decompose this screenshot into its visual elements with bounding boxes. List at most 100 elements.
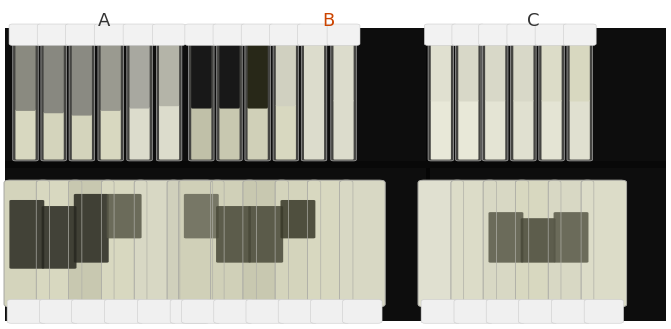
FancyBboxPatch shape	[327, 24, 360, 45]
Text: B: B	[323, 12, 335, 30]
FancyBboxPatch shape	[42, 206, 76, 269]
FancyBboxPatch shape	[105, 299, 144, 323]
FancyBboxPatch shape	[541, 100, 562, 160]
FancyBboxPatch shape	[333, 100, 354, 160]
FancyBboxPatch shape	[69, 41, 95, 161]
FancyBboxPatch shape	[72, 114, 92, 160]
FancyBboxPatch shape	[178, 180, 224, 307]
FancyBboxPatch shape	[41, 41, 66, 161]
FancyBboxPatch shape	[248, 42, 268, 109]
FancyBboxPatch shape	[539, 41, 564, 161]
FancyBboxPatch shape	[333, 42, 354, 101]
FancyBboxPatch shape	[9, 24, 42, 45]
FancyBboxPatch shape	[44, 42, 64, 113]
FancyBboxPatch shape	[581, 180, 627, 307]
FancyBboxPatch shape	[513, 42, 533, 101]
FancyBboxPatch shape	[331, 41, 356, 161]
FancyBboxPatch shape	[101, 42, 121, 111]
FancyBboxPatch shape	[248, 206, 283, 263]
FancyBboxPatch shape	[213, 24, 246, 45]
FancyBboxPatch shape	[276, 105, 296, 160]
FancyBboxPatch shape	[101, 110, 121, 160]
FancyBboxPatch shape	[182, 299, 221, 323]
FancyBboxPatch shape	[280, 200, 315, 239]
FancyBboxPatch shape	[159, 105, 179, 160]
FancyBboxPatch shape	[513, 100, 533, 160]
FancyBboxPatch shape	[243, 180, 289, 307]
FancyBboxPatch shape	[451, 180, 497, 307]
FancyBboxPatch shape	[4, 180, 50, 307]
FancyBboxPatch shape	[454, 299, 493, 323]
FancyBboxPatch shape	[548, 180, 594, 307]
FancyBboxPatch shape	[452, 24, 484, 45]
FancyBboxPatch shape	[541, 42, 562, 101]
FancyBboxPatch shape	[37, 24, 70, 45]
FancyBboxPatch shape	[521, 218, 556, 263]
FancyBboxPatch shape	[343, 299, 382, 323]
FancyBboxPatch shape	[248, 107, 268, 160]
FancyBboxPatch shape	[245, 41, 270, 161]
Bar	[5, 28, 666, 321]
FancyBboxPatch shape	[72, 299, 111, 323]
FancyBboxPatch shape	[507, 24, 540, 45]
FancyBboxPatch shape	[216, 206, 251, 263]
FancyBboxPatch shape	[219, 107, 240, 160]
FancyBboxPatch shape	[66, 24, 98, 45]
FancyBboxPatch shape	[307, 180, 353, 307]
FancyBboxPatch shape	[159, 42, 179, 106]
FancyBboxPatch shape	[246, 299, 285, 323]
FancyBboxPatch shape	[479, 24, 512, 45]
FancyBboxPatch shape	[515, 180, 561, 307]
FancyBboxPatch shape	[191, 107, 211, 160]
FancyBboxPatch shape	[185, 24, 217, 45]
FancyBboxPatch shape	[184, 194, 219, 239]
Text: A: A	[98, 12, 110, 30]
FancyBboxPatch shape	[101, 180, 147, 307]
FancyBboxPatch shape	[72, 42, 92, 115]
FancyBboxPatch shape	[40, 299, 79, 323]
FancyBboxPatch shape	[123, 24, 156, 45]
FancyBboxPatch shape	[278, 299, 317, 323]
FancyBboxPatch shape	[98, 41, 123, 161]
Bar	[426, 28, 430, 321]
FancyBboxPatch shape	[217, 41, 242, 161]
FancyBboxPatch shape	[458, 42, 478, 101]
FancyBboxPatch shape	[418, 180, 464, 307]
FancyBboxPatch shape	[7, 299, 46, 323]
FancyBboxPatch shape	[298, 24, 330, 45]
FancyBboxPatch shape	[482, 41, 508, 161]
FancyBboxPatch shape	[134, 180, 180, 307]
FancyBboxPatch shape	[214, 299, 253, 323]
FancyBboxPatch shape	[563, 24, 597, 45]
FancyBboxPatch shape	[421, 299, 460, 323]
FancyBboxPatch shape	[219, 42, 240, 109]
Text: C: C	[527, 12, 539, 30]
FancyBboxPatch shape	[13, 41, 38, 161]
FancyBboxPatch shape	[554, 212, 588, 263]
FancyBboxPatch shape	[74, 194, 109, 263]
FancyBboxPatch shape	[276, 42, 296, 106]
FancyBboxPatch shape	[431, 100, 451, 160]
FancyBboxPatch shape	[486, 299, 525, 323]
FancyBboxPatch shape	[485, 42, 505, 101]
FancyBboxPatch shape	[15, 110, 36, 160]
FancyBboxPatch shape	[211, 180, 256, 307]
FancyBboxPatch shape	[425, 24, 458, 45]
FancyBboxPatch shape	[570, 100, 590, 160]
FancyBboxPatch shape	[153, 24, 185, 45]
FancyBboxPatch shape	[68, 180, 114, 307]
FancyBboxPatch shape	[552, 299, 590, 323]
FancyBboxPatch shape	[511, 41, 536, 161]
FancyBboxPatch shape	[191, 42, 211, 109]
FancyBboxPatch shape	[535, 24, 568, 45]
FancyBboxPatch shape	[275, 180, 321, 307]
FancyBboxPatch shape	[304, 103, 324, 160]
FancyBboxPatch shape	[519, 299, 558, 323]
FancyBboxPatch shape	[301, 41, 327, 161]
FancyBboxPatch shape	[156, 41, 182, 161]
FancyBboxPatch shape	[311, 299, 350, 323]
FancyBboxPatch shape	[570, 42, 590, 101]
FancyBboxPatch shape	[127, 41, 152, 161]
FancyBboxPatch shape	[431, 42, 451, 101]
FancyBboxPatch shape	[304, 42, 324, 104]
